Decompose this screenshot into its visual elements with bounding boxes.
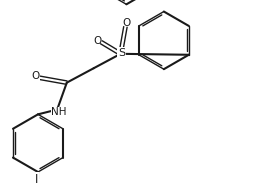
Text: NH: NH [51,108,67,117]
Text: S: S [118,48,125,58]
Text: O: O [122,18,131,28]
Text: O: O [31,71,39,81]
Text: I: I [35,173,39,186]
Text: O: O [93,36,102,46]
